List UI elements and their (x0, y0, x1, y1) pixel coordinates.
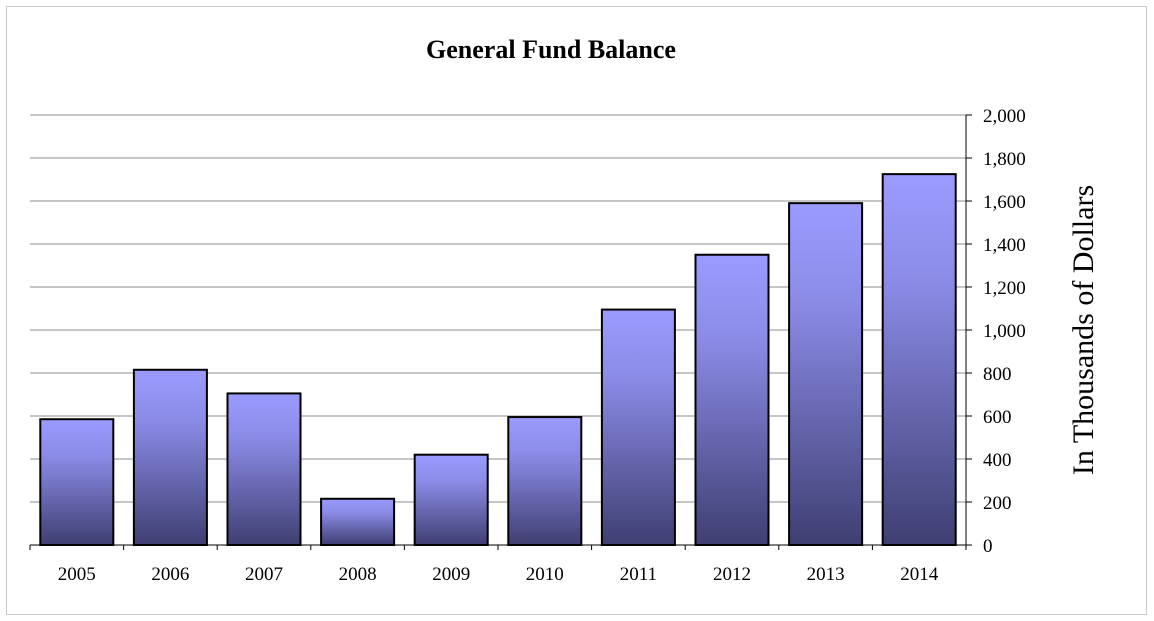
bar-2007 (226, 392, 302, 546)
x-tick-label: 2006 (151, 564, 189, 585)
bar-2009 (413, 453, 489, 547)
bar-2014 (881, 173, 957, 546)
axes (29, 114, 972, 550)
y-tick-labels: 0 200 400 600 800 1,000 1,200 1,400 1,600 1,800 2,… (983, 106, 1026, 557)
bars (39, 173, 957, 547)
bar-2006 (132, 368, 208, 546)
x-tick-label: 2008 (339, 564, 377, 585)
bar-2012 (694, 253, 770, 546)
x-tick-label: 2012 (713, 564, 751, 585)
bar-2010 (507, 416, 583, 547)
x-tick-label: 2005 (58, 564, 96, 585)
bar-2013 (788, 202, 864, 546)
y-tick-label: 400 (983, 450, 1012, 471)
bar-2005 (39, 418, 115, 547)
bar-2008 (320, 497, 396, 546)
y-tick-label: 800 (983, 364, 1012, 385)
y-tick-label: 1,400 (983, 235, 1026, 256)
y-tick-label: 200 (983, 493, 1012, 514)
y-tick-label: 2,000 (983, 106, 1026, 127)
y-tick-label: 1,000 (983, 321, 1026, 342)
y-tick-label: 1,800 (983, 149, 1026, 170)
y-axis-label: In Thousands of Dollars (1067, 185, 1100, 475)
x-tick-label: 2011 (620, 564, 657, 585)
bar-2011 (600, 308, 676, 547)
x-tick-label: 2013 (807, 564, 845, 585)
x-tick-label: 2009 (432, 564, 470, 585)
x-tick-label: 2010 (526, 564, 564, 585)
chart-title: General Fund Balance (426, 35, 676, 64)
x-tick-label: 2014 (900, 564, 939, 585)
x-tick-label: 2007 (245, 564, 283, 585)
y-tick-label: 0 (983, 536, 993, 557)
y-tick-label: 1,600 (983, 192, 1026, 213)
x-tick-labels: 2005 2006 2007 2008 2009 2010 2011 2012 2013 2014 (58, 564, 939, 585)
y-tick-label: 1,200 (983, 278, 1026, 299)
y-tick-label: 600 (983, 407, 1012, 428)
